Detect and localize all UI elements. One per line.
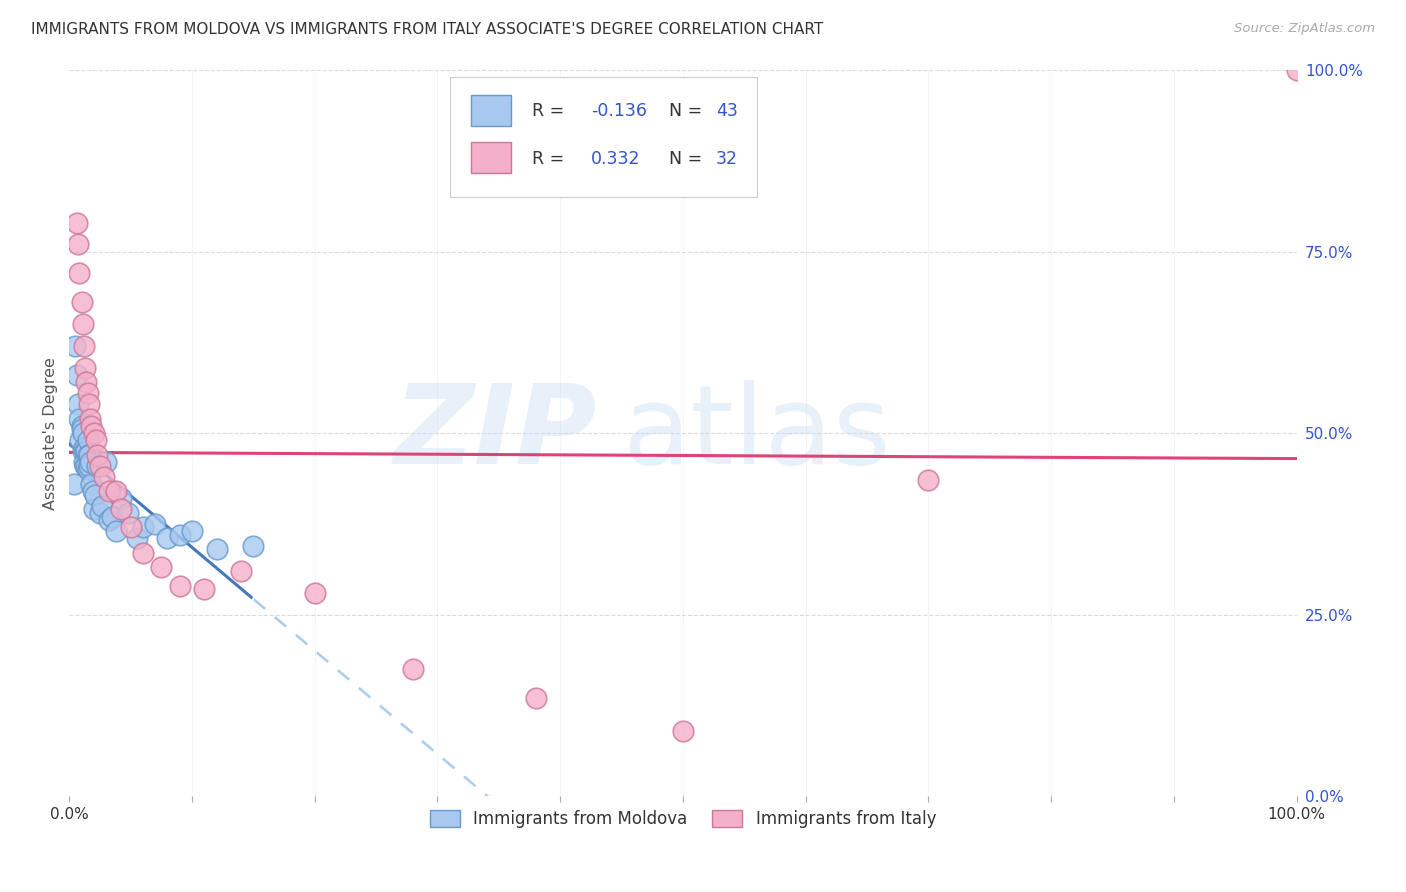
Point <box>524 691 547 706</box>
Point <box>156 532 179 546</box>
Point <box>229 564 252 578</box>
FancyBboxPatch shape <box>450 78 756 197</box>
Point <box>75 458 97 473</box>
Point <box>70 422 93 436</box>
Text: IMMIGRANTS FROM MOLDOVA VS IMMIGRANTS FROM ITALY ASSOCIATE'S DEGREE CORRELATION : IMMIGRANTS FROM MOLDOVA VS IMMIGRANTS FR… <box>31 22 823 37</box>
Text: 32: 32 <box>716 150 738 168</box>
Point <box>402 662 425 676</box>
Point <box>75 360 97 375</box>
Text: R =: R = <box>531 103 569 120</box>
Point <box>80 418 103 433</box>
Text: R =: R = <box>531 150 569 168</box>
Text: Source: ZipAtlas.com: Source: ZipAtlas.com <box>1234 22 1375 36</box>
Point <box>110 491 132 506</box>
Point <box>75 458 97 473</box>
Point <box>132 546 155 560</box>
Point <box>89 506 111 520</box>
Point <box>72 317 94 331</box>
Point <box>66 397 89 411</box>
Point <box>67 411 90 425</box>
Point <box>169 578 191 592</box>
Point <box>181 524 204 538</box>
Point <box>67 266 90 280</box>
Point <box>97 513 120 527</box>
Legend: Immigrants from Moldova, Immigrants from Italy: Immigrants from Moldova, Immigrants from… <box>423 804 943 835</box>
Point <box>77 397 100 411</box>
Point <box>82 484 104 499</box>
Point <box>73 339 96 353</box>
Point <box>76 448 98 462</box>
Point <box>79 411 101 425</box>
Point <box>80 476 103 491</box>
Point <box>242 539 264 553</box>
Point <box>86 458 108 473</box>
Point <box>75 444 97 458</box>
Point <box>65 215 87 229</box>
Point <box>63 476 86 491</box>
Point <box>66 237 89 252</box>
Point <box>917 473 939 487</box>
Point <box>77 458 100 473</box>
Text: N =: N = <box>658 103 709 120</box>
Point <box>672 723 695 738</box>
Point <box>76 386 98 401</box>
Point <box>117 506 139 520</box>
Text: atlas: atlas <box>623 380 891 486</box>
FancyBboxPatch shape <box>471 142 510 173</box>
Point <box>83 426 105 441</box>
Point <box>1285 63 1308 78</box>
Point <box>73 455 96 469</box>
Point <box>72 426 94 441</box>
Point <box>83 502 105 516</box>
Point <box>73 441 96 455</box>
Point <box>70 295 93 310</box>
Point <box>70 418 93 433</box>
Point <box>69 434 91 448</box>
Text: N =: N = <box>658 150 709 168</box>
Point <box>132 520 155 534</box>
Text: 0.332: 0.332 <box>591 150 640 168</box>
Point <box>143 516 166 531</box>
Point <box>91 499 114 513</box>
Point <box>75 376 97 390</box>
Text: -0.136: -0.136 <box>591 103 647 120</box>
Point <box>104 524 127 538</box>
Point <box>97 484 120 499</box>
Y-axis label: Associate's Degree: Associate's Degree <box>44 357 58 509</box>
Point <box>120 520 142 534</box>
Point <box>65 368 87 382</box>
Point <box>101 509 124 524</box>
Point <box>169 527 191 541</box>
Point <box>76 434 98 448</box>
Point <box>65 339 87 353</box>
Point <box>72 444 94 458</box>
Point <box>77 448 100 462</box>
Point <box>150 560 173 574</box>
Point <box>193 582 215 597</box>
Point <box>75 444 97 458</box>
Point <box>84 434 107 448</box>
Point <box>84 488 107 502</box>
Point <box>304 586 326 600</box>
Point <box>86 448 108 462</box>
Point <box>110 502 132 516</box>
Point <box>79 455 101 469</box>
Text: 43: 43 <box>716 103 738 120</box>
Point <box>205 542 228 557</box>
Point <box>104 484 127 499</box>
FancyBboxPatch shape <box>471 95 510 126</box>
Point <box>93 469 115 483</box>
Text: ZIP: ZIP <box>394 380 598 486</box>
Point <box>94 455 117 469</box>
Point <box>125 532 148 546</box>
Point <box>89 458 111 473</box>
Point <box>76 462 98 476</box>
